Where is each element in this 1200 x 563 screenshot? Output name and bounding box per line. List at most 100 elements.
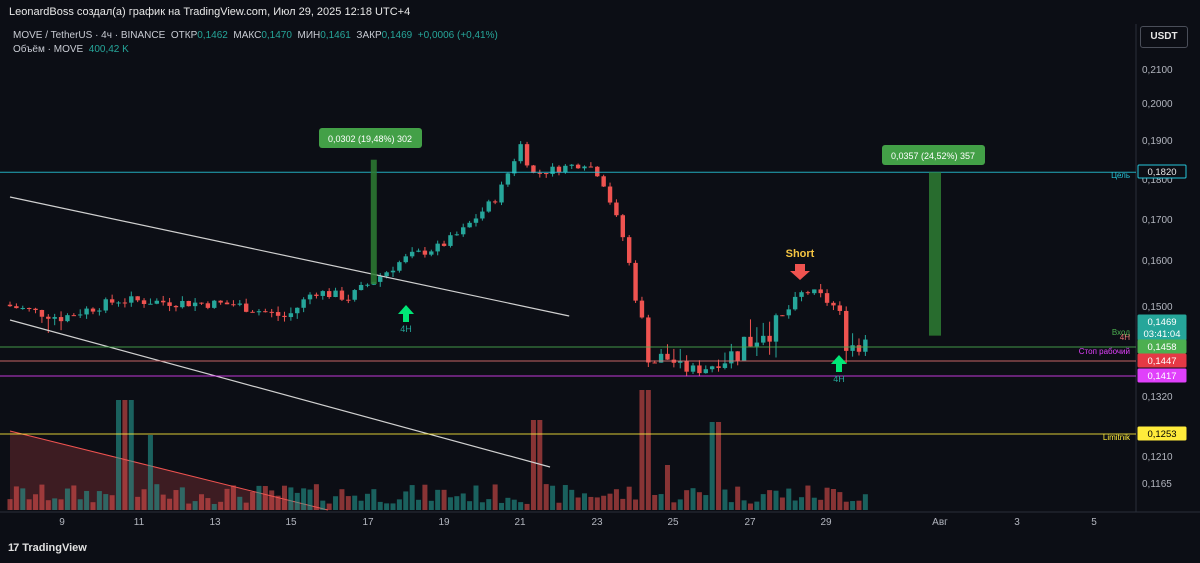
candle-body bbox=[831, 302, 836, 306]
volume-bar bbox=[179, 487, 185, 510]
candle-body bbox=[173, 305, 179, 308]
candle-body bbox=[224, 302, 230, 305]
volume-bar bbox=[728, 502, 734, 510]
volume-bar bbox=[747, 503, 753, 510]
volume-bar bbox=[301, 488, 307, 510]
candle-body bbox=[339, 290, 345, 300]
candle-body bbox=[844, 310, 849, 351]
volume-bar bbox=[620, 498, 626, 510]
volume-bar bbox=[594, 497, 600, 510]
volume-bar bbox=[39, 484, 45, 510]
candle-body bbox=[288, 313, 294, 318]
volume-legend[interactable]: Объём · MOVE 400,42 K bbox=[13, 44, 129, 55]
volume-bar bbox=[326, 503, 332, 510]
measure-bar-right bbox=[929, 172, 941, 336]
candle-body bbox=[716, 366, 721, 368]
price-badge-label: 0,1458 bbox=[1147, 342, 1176, 353]
volume-bar bbox=[677, 499, 683, 510]
candle-body bbox=[467, 222, 472, 228]
volume-bar bbox=[613, 489, 619, 510]
volume-bar bbox=[147, 435, 153, 510]
volume-bar bbox=[90, 502, 96, 510]
candle-body bbox=[492, 201, 498, 203]
price-badge-label: 0,1253 bbox=[1147, 429, 1176, 440]
volume-bar bbox=[499, 502, 505, 510]
candle-body bbox=[358, 284, 364, 291]
symbol-legend[interactable]: MOVE / TetherUS · 4ч · BINANCE ОТКР0,146… bbox=[13, 30, 498, 41]
volume-bar bbox=[799, 497, 805, 510]
x-tick-label: 15 bbox=[285, 517, 297, 528]
candle-body bbox=[441, 243, 447, 246]
volume-bar bbox=[454, 496, 460, 510]
volume-bar bbox=[135, 496, 141, 510]
volume-bar bbox=[582, 493, 587, 510]
candle-body bbox=[263, 311, 268, 313]
candle-body bbox=[148, 303, 153, 305]
candle-body bbox=[129, 296, 134, 303]
volume-bar bbox=[486, 499, 492, 510]
price-badge bbox=[1137, 426, 1187, 441]
x-tick-label: 19 bbox=[438, 517, 450, 528]
candle-body bbox=[652, 362, 657, 364]
volume-bar bbox=[530, 420, 536, 510]
candle-body bbox=[792, 296, 798, 310]
volume-bar bbox=[352, 495, 358, 510]
volume-bar bbox=[96, 491, 102, 510]
currency-button[interactable]: USDT bbox=[1140, 26, 1188, 48]
price-badge bbox=[1137, 164, 1187, 179]
open-value: 0,1462 bbox=[197, 30, 228, 41]
volume-bar bbox=[403, 491, 409, 510]
candle-body bbox=[167, 302, 172, 306]
price-badge-label: 0,1820 bbox=[1147, 167, 1176, 178]
price-badge bbox=[1137, 339, 1187, 354]
volume-bar bbox=[537, 420, 543, 510]
volume-label[interactable]: Объём · MOVE bbox=[13, 44, 84, 55]
volume-bar bbox=[716, 422, 722, 510]
volume-bar bbox=[333, 496, 339, 510]
volume-bar bbox=[58, 499, 64, 510]
volume-bar bbox=[109, 495, 115, 510]
x-tick-label: 21 bbox=[514, 517, 526, 528]
candle-body bbox=[665, 353, 670, 360]
candle-body bbox=[135, 296, 140, 301]
volume-bar bbox=[364, 493, 370, 510]
candle-body bbox=[237, 303, 242, 305]
price-badge bbox=[1137, 353, 1187, 368]
volume-bar bbox=[186, 503, 192, 510]
volume-bar bbox=[288, 487, 294, 510]
candle-body bbox=[250, 311, 255, 313]
volume-bar bbox=[524, 503, 530, 510]
volume-bar bbox=[511, 499, 517, 510]
volume-bar bbox=[786, 488, 792, 510]
volume-bar bbox=[377, 501, 383, 510]
volume-bar bbox=[339, 489, 345, 510]
level-label: Вход bbox=[1112, 328, 1130, 337]
price-badge-label: 0,1417 bbox=[1147, 371, 1176, 382]
candle-body bbox=[595, 166, 600, 177]
candle-body bbox=[729, 351, 734, 364]
brand-name: TradingView bbox=[22, 542, 87, 554]
open-label: ОТКР bbox=[170, 30, 198, 41]
candle-body bbox=[473, 218, 479, 223]
volume-bar bbox=[843, 501, 849, 510]
candle-body bbox=[614, 202, 619, 216]
volume-bar bbox=[709, 422, 715, 510]
candle-body bbox=[90, 308, 96, 312]
volume-bar bbox=[760, 494, 766, 510]
candle-body bbox=[767, 335, 772, 342]
volume-bar bbox=[320, 500, 326, 510]
symbol-name[interactable]: MOVE / TetherUS · 4ч · BINANCE bbox=[13, 30, 166, 41]
candle-body bbox=[722, 363, 728, 368]
volume-bar bbox=[703, 495, 709, 510]
volume-bar bbox=[690, 488, 696, 510]
volume-bar bbox=[205, 498, 211, 510]
volume-bar bbox=[103, 494, 109, 510]
candle-body bbox=[435, 243, 440, 252]
upper-trendline bbox=[9, 196, 570, 317]
volume-bar bbox=[741, 500, 747, 510]
volume-bar bbox=[479, 502, 485, 510]
volume-bar bbox=[7, 499, 13, 510]
candle-body bbox=[786, 309, 791, 316]
high-value: 0,1470 bbox=[261, 30, 292, 41]
